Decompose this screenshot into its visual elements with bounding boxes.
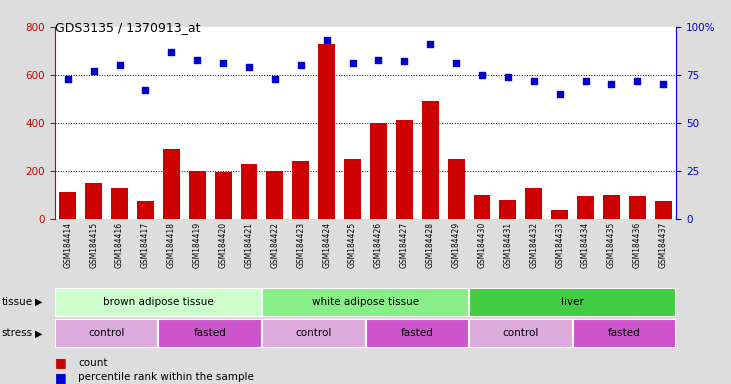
Bar — [163, 149, 180, 219]
Text: GSM184418: GSM184418 — [167, 222, 176, 268]
Text: GSM184414: GSM184414 — [64, 222, 72, 268]
Text: fasted: fasted — [608, 328, 641, 338]
Bar — [159, 319, 262, 348]
Text: GSM184426: GSM184426 — [374, 222, 383, 268]
Point — [657, 81, 669, 88]
Text: GSM184436: GSM184436 — [633, 222, 642, 268]
Bar — [318, 44, 335, 219]
Text: GSM184419: GSM184419 — [193, 222, 202, 268]
Point — [217, 60, 229, 66]
Bar — [59, 192, 76, 219]
Point — [321, 37, 333, 43]
Point — [632, 78, 643, 84]
Bar — [572, 319, 676, 348]
Text: stress: stress — [1, 328, 33, 338]
Text: GSM184425: GSM184425 — [348, 222, 357, 268]
Text: GSM184427: GSM184427 — [400, 222, 409, 268]
Text: brown adipose tissue: brown adipose tissue — [103, 297, 213, 308]
Point — [140, 87, 151, 93]
Point — [269, 76, 281, 82]
Bar — [240, 164, 257, 219]
Point — [476, 72, 488, 78]
Bar — [262, 288, 469, 317]
Point — [62, 76, 74, 82]
Text: GSM184423: GSM184423 — [296, 222, 306, 268]
Text: GSM184421: GSM184421 — [244, 222, 254, 268]
Point — [502, 74, 514, 80]
Bar — [189, 171, 205, 219]
Bar — [422, 101, 439, 219]
Point — [398, 58, 410, 65]
Point — [373, 56, 385, 63]
Point — [450, 60, 462, 66]
Text: control: control — [503, 328, 539, 338]
Bar — [366, 319, 469, 348]
Text: liver: liver — [561, 297, 584, 308]
Point — [425, 41, 436, 47]
Point — [114, 62, 126, 68]
Bar — [262, 319, 366, 348]
Text: GSM184431: GSM184431 — [504, 222, 512, 268]
Text: GSM184430: GSM184430 — [477, 222, 487, 268]
Bar — [111, 188, 128, 219]
Bar — [215, 172, 232, 219]
Bar — [55, 319, 159, 348]
Text: GSM184434: GSM184434 — [581, 222, 590, 268]
Text: ■: ■ — [55, 371, 67, 384]
Text: ■: ■ — [55, 356, 67, 369]
Bar — [526, 188, 542, 219]
Text: GSM184429: GSM184429 — [452, 222, 461, 268]
Text: control: control — [88, 328, 125, 338]
Bar — [577, 196, 594, 219]
Bar — [499, 200, 516, 219]
Point — [88, 68, 99, 74]
Point — [346, 60, 358, 66]
Bar — [86, 183, 102, 219]
Bar — [474, 195, 491, 219]
Text: ▶: ▶ — [35, 297, 42, 307]
Point — [192, 56, 203, 63]
Bar — [629, 196, 645, 219]
Text: GSM184420: GSM184420 — [219, 222, 227, 268]
Text: count: count — [78, 358, 107, 368]
Text: ▶: ▶ — [35, 328, 42, 338]
Text: fasted: fasted — [194, 328, 227, 338]
Bar — [603, 195, 620, 219]
Text: percentile rank within the sample: percentile rank within the sample — [78, 372, 254, 382]
Point — [243, 64, 255, 70]
Text: GSM184432: GSM184432 — [529, 222, 538, 268]
Point — [554, 91, 566, 97]
Text: GSM184416: GSM184416 — [115, 222, 124, 268]
Point — [580, 78, 591, 84]
Text: GSM184428: GSM184428 — [425, 222, 435, 268]
Point — [605, 81, 617, 88]
Point — [528, 78, 539, 84]
Text: GSM184422: GSM184422 — [270, 222, 279, 268]
Text: GSM184415: GSM184415 — [89, 222, 98, 268]
Bar — [137, 201, 154, 219]
Text: GSM184417: GSM184417 — [141, 222, 150, 268]
Bar — [267, 171, 284, 219]
Bar — [370, 123, 387, 219]
Text: tissue: tissue — [1, 297, 33, 307]
Bar — [447, 159, 464, 219]
Bar — [655, 201, 672, 219]
Text: GSM184437: GSM184437 — [659, 222, 667, 268]
Bar — [396, 121, 413, 219]
Bar — [292, 161, 309, 219]
Text: GSM184435: GSM184435 — [607, 222, 616, 268]
Text: fasted: fasted — [401, 328, 433, 338]
Text: white adipose tissue: white adipose tissue — [312, 297, 419, 308]
Bar — [55, 288, 262, 317]
Bar — [344, 159, 361, 219]
Bar — [469, 288, 676, 317]
Text: control: control — [295, 328, 332, 338]
Point — [295, 62, 306, 68]
Text: GDS3135 / 1370913_at: GDS3135 / 1370913_at — [55, 21, 200, 34]
Text: GSM184433: GSM184433 — [555, 222, 564, 268]
Point — [165, 49, 177, 55]
Bar — [469, 319, 572, 348]
Text: GSM184424: GSM184424 — [322, 222, 331, 268]
Bar — [551, 210, 568, 219]
